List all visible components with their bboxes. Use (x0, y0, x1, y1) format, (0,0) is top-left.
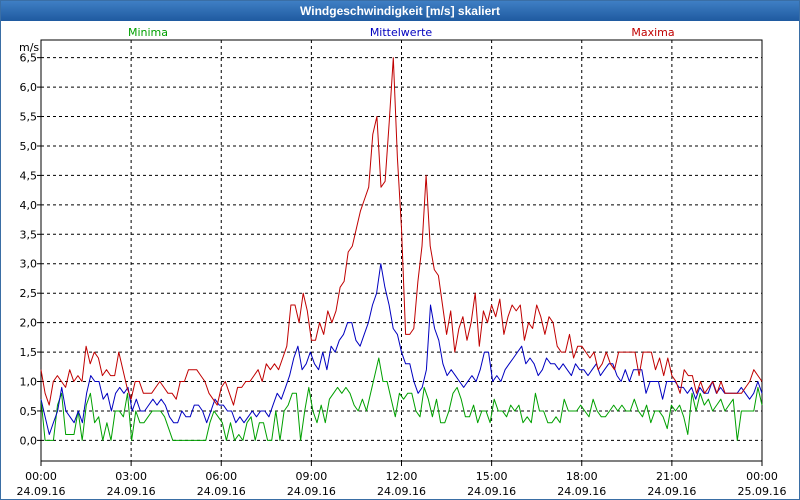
y-axis-ticks: 0,0 0,5 1,0 1,5 2,0 2,5 3,0 3,5 4,0 4,5 5,0 5,5 6,0 6… (20, 52, 41, 447)
x-tick-time: 09:00 (296, 470, 328, 483)
legend-minima: Minima (128, 26, 168, 39)
series-minima-line (40, 357, 763, 441)
y-tick-label: 1,5 (20, 346, 38, 359)
y-tick-label: 4,5 (20, 169, 38, 182)
x-axis-ticks: 00:00 24.09.16 03:00 24.09.16 06:00 24.09.16 0… (17, 461, 787, 498)
series-lines (40, 57, 763, 441)
y-tick-label: 3,0 (20, 258, 38, 271)
x-tick-time: 00:00 (746, 470, 778, 483)
x-tick-date: 24.09.16 (557, 485, 606, 498)
x-tick-time: 06:00 (205, 470, 237, 483)
y-tick-label: 6,0 (20, 81, 38, 94)
y-tick-label: 6,5 (20, 52, 38, 65)
y-axis-label: m/s (19, 41, 39, 54)
legend-mittelwerte: Mittelwerte (370, 26, 433, 39)
window-title: Windgeschwindigkeit [m/s] skaliert (1, 1, 799, 21)
series-maxima-line (40, 57, 763, 406)
x-tick-time: 15:00 (476, 470, 508, 483)
y-tick-label: 2,5 (20, 287, 38, 300)
y-tick-label: 0,0 (20, 434, 38, 447)
y-tick-label: 4,0 (20, 199, 38, 212)
x-tick-time: 12:00 (386, 470, 418, 483)
x-tick-date: 25.09.16 (738, 485, 787, 498)
x-tick-date: 24.09.16 (377, 485, 426, 498)
x-tick-date: 24.09.16 (17, 485, 66, 498)
x-tick-date: 24.09.16 (647, 485, 696, 498)
y-tick-label: 3,5 (20, 228, 38, 241)
x-tick-time: 18:00 (566, 470, 598, 483)
legend-maxima: Maxima (631, 26, 674, 39)
y-tick-label: 5,5 (20, 111, 38, 124)
x-tick-time: 21:00 (656, 470, 688, 483)
y-tick-label: 0,5 (20, 405, 38, 418)
x-tick-time: 03:00 (115, 470, 147, 483)
x-tick-time: 00:00 (25, 470, 57, 483)
x-tick-date: 24.09.16 (197, 485, 246, 498)
x-tick-date: 24.09.16 (287, 485, 336, 498)
x-tick-date: 24.09.16 (467, 485, 516, 498)
x-tick-date: 24.09.16 (107, 485, 156, 498)
y-tick-label: 1,0 (20, 376, 38, 389)
y-tick-label: 5,0 (20, 140, 38, 153)
series-mittelwerte-line (40, 263, 763, 435)
y-tick-label: 2,0 (20, 317, 38, 330)
